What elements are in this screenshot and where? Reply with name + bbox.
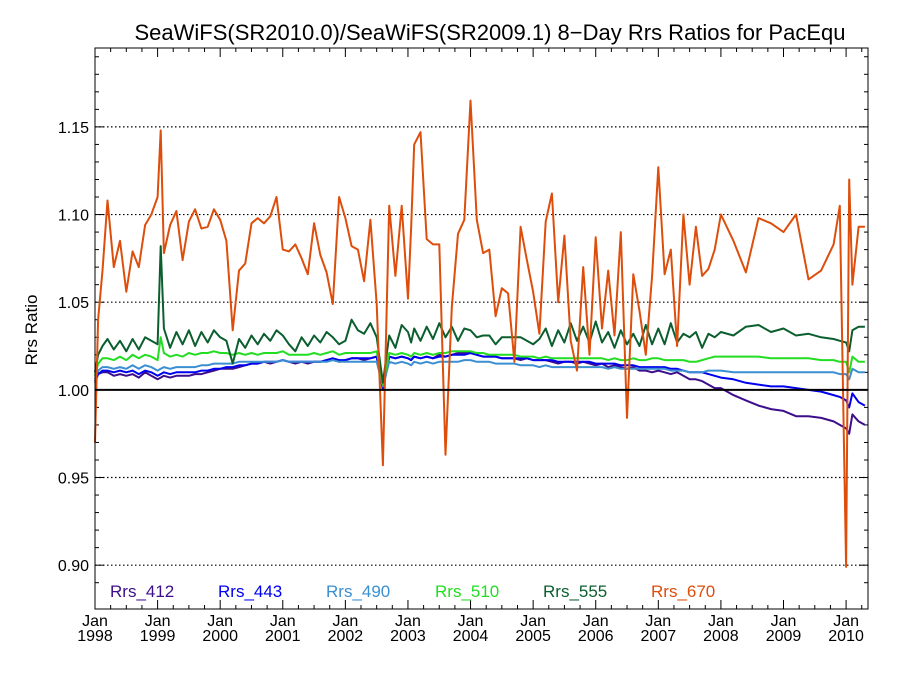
x-tick-month: Jan [645, 613, 671, 630]
y-tick-label: 1.05 [58, 295, 89, 312]
x-ticks: Jan1998Jan1999Jan2000Jan2001Jan2002Jan20… [77, 48, 864, 645]
x-tick-year: 2002 [328, 628, 364, 645]
series-line-rrs-555 [94, 245, 865, 384]
x-tick-month: Jan [145, 613, 171, 630]
x-tick-month: Jan [270, 613, 296, 630]
x-tick-year: 1998 [77, 628, 113, 645]
gridlines [95, 126, 868, 566]
y-ticks: 0.90 0.95 1.00 1.05 1.10 1.15 [58, 56, 868, 584]
x-tick-year: 2001 [265, 628, 301, 645]
legend-item-rrs-490: Rrs_490 [326, 582, 390, 601]
legend: Rrs_412 Rrs_443 Rrs_490 Rrs_510 Rrs_555 Rrs_6… [110, 582, 715, 601]
x-tick-year: 2005 [515, 628, 551, 645]
legend-item-rrs-443: Rrs_443 [218, 582, 282, 601]
x-tick-month: Jan [207, 613, 233, 630]
x-tick-year: 2003 [390, 628, 426, 645]
x-tick-month: Jan [82, 613, 108, 630]
chart-title: SeaWiFS(SR2010.0)/SeaWiFS(SR2009.1) 8−Da… [134, 20, 845, 45]
legend-item-rrs-510: Rrs_510 [435, 582, 499, 601]
x-tick-month: Jan [520, 613, 546, 630]
y-axis-label: Rrs Ratio [22, 295, 41, 366]
legend-item-rrs-670: Rrs_670 [651, 582, 715, 601]
legend-item-rrs-555: Rrs_555 [543, 582, 607, 601]
x-tick-month: Jan [771, 613, 797, 630]
x-tick-year: 2009 [766, 628, 802, 645]
x-tick-month: Jan [583, 613, 609, 630]
x-tick-month: Jan [395, 613, 421, 630]
x-tick-year: 2008 [703, 628, 739, 645]
series-line-rrs-510 [94, 336, 865, 386]
x-tick-year: 2000 [202, 628, 238, 645]
y-tick-label: 0.90 [58, 558, 89, 575]
x-tick-month: Jan [332, 613, 358, 630]
x-tick-month: Jan [458, 613, 484, 630]
x-tick-month: Jan [833, 613, 859, 630]
x-tick-year: 2006 [578, 628, 614, 645]
y-tick-label: 1.10 [58, 208, 89, 225]
series-line-rrs-670 [94, 99, 865, 568]
x-tick-year: 2010 [828, 628, 864, 645]
series-line-rrs-490 [94, 359, 865, 388]
series-lines [94, 99, 866, 568]
y-tick-label: 0.95 [58, 471, 89, 488]
x-tick-year: 2007 [641, 628, 677, 645]
x-tick-year: 2004 [453, 628, 489, 645]
legend-item-rrs-412: Rrs_412 [110, 582, 174, 601]
y-tick-label: 1.00 [58, 383, 89, 400]
x-tick-month: Jan [708, 613, 734, 630]
plot-frame [94, 47, 869, 610]
x-tick-year: 1999 [140, 628, 176, 645]
y-tick-label: 1.15 [58, 120, 89, 137]
